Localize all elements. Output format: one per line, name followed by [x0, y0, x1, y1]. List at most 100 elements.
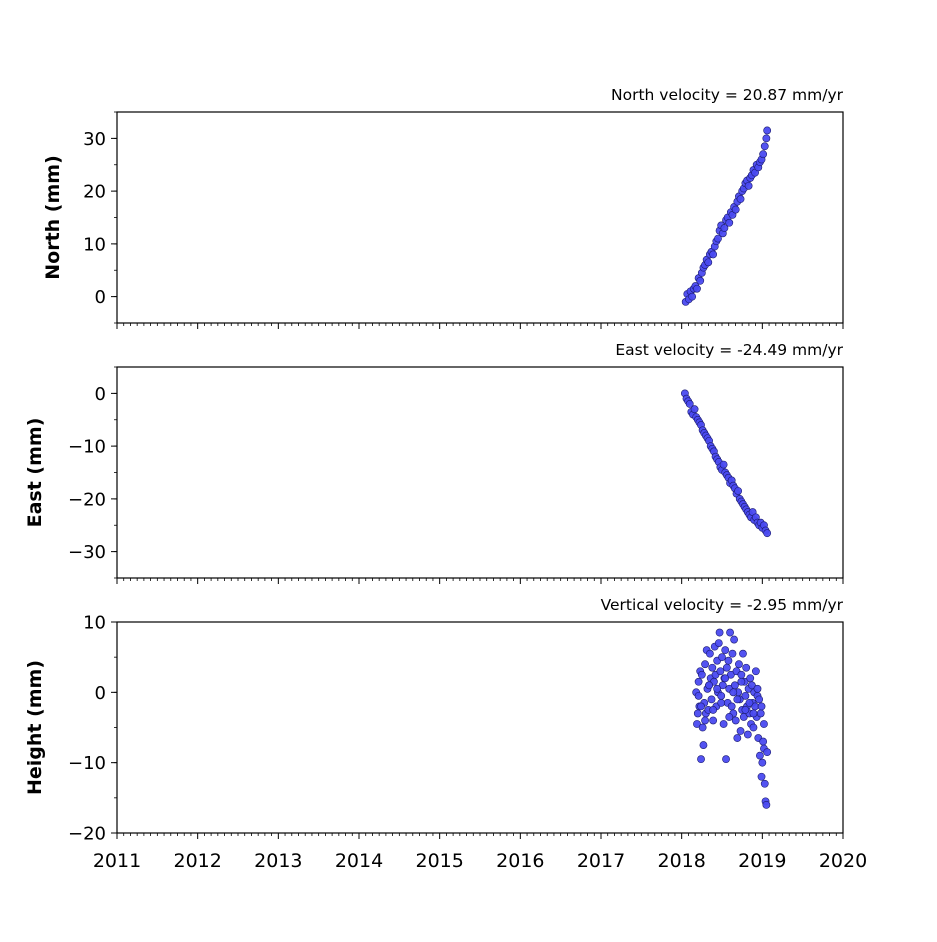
- data-point: [749, 723, 758, 732]
- data-point: [744, 181, 753, 190]
- data-point: [739, 649, 747, 658]
- data-point: [707, 695, 716, 704]
- data-point: [705, 681, 713, 690]
- y-tick-label: 0: [95, 287, 106, 308]
- y-tick-label: −20: [68, 824, 106, 845]
- y-tick-label: 10: [83, 234, 106, 255]
- x-tick-label: 2016: [496, 850, 544, 872]
- x-tick-label: 2020: [819, 850, 867, 872]
- data-point: [698, 723, 707, 732]
- data-point: [701, 660, 709, 669]
- data-point: [737, 670, 746, 679]
- panel-title: Vertical velocity = -2.95 mm/yr: [601, 596, 844, 614]
- data-point: [694, 691, 703, 700]
- data-point: [759, 737, 768, 746]
- panel-title: North velocity = 20.87 mm/yr: [611, 86, 844, 104]
- data-point: [704, 258, 713, 267]
- data-point: [760, 142, 769, 151]
- data-point: [719, 720, 728, 728]
- data-point: [763, 748, 772, 757]
- data-point: [724, 656, 733, 665]
- data-point: [725, 218, 734, 227]
- y-tick-label: −30: [68, 542, 106, 563]
- data-point: [742, 663, 751, 672]
- data-point: [757, 772, 766, 781]
- x-tick-label: 2019: [738, 850, 786, 872]
- data-point: [741, 691, 750, 700]
- data-point: [733, 734, 742, 742]
- data-point: [762, 800, 771, 809]
- data-point: [747, 681, 756, 690]
- data-point: [722, 663, 731, 672]
- data-point: [688, 292, 697, 301]
- data-point: [708, 663, 717, 672]
- y-axis-label: North (mm): [42, 155, 64, 280]
- data-point: [685, 400, 694, 408]
- y-axis-label: East (mm): [24, 418, 46, 528]
- x-tick-label: 2018: [657, 850, 705, 872]
- data-point: [721, 674, 730, 683]
- data-point: [760, 720, 768, 728]
- data-point: [713, 684, 722, 693]
- data-point: [693, 720, 701, 728]
- data-point: [726, 628, 734, 637]
- data-point: [758, 758, 767, 767]
- data-point: [697, 755, 705, 764]
- data-point: [762, 134, 771, 143]
- data-point: [693, 709, 702, 718]
- data-point: [731, 681, 739, 690]
- x-tick-label: 2014: [335, 850, 383, 872]
- data-point: [746, 674, 755, 683]
- data-point: [756, 751, 764, 760]
- data-point: [715, 628, 724, 637]
- data-point: [743, 730, 752, 739]
- data-point: [709, 716, 718, 725]
- x-tick-label: 2017: [577, 850, 625, 872]
- panel-title: East velocity = -24.49 mm/yr: [615, 341, 843, 359]
- data-point: [730, 635, 738, 644]
- data-point: [741, 706, 750, 714]
- data-point: [706, 649, 714, 658]
- data-point: [756, 709, 765, 718]
- data-point: [734, 487, 743, 495]
- data-point: [722, 755, 730, 764]
- data-point: [731, 205, 740, 214]
- data-point: [728, 649, 737, 658]
- data-point: [729, 688, 738, 697]
- data-point: [749, 709, 758, 718]
- data-point: [759, 150, 768, 159]
- data-point: [718, 653, 726, 662]
- y-tick-label: 0: [95, 683, 106, 704]
- data-point: [763, 529, 772, 538]
- data-point: [760, 779, 769, 788]
- data-point: [694, 677, 703, 686]
- x-tick-label: 2012: [173, 850, 221, 872]
- y-tick-label: 20: [83, 182, 106, 203]
- y-tick-label: 0: [95, 384, 106, 405]
- data-point: [755, 695, 764, 704]
- y-tick-label: −20: [68, 489, 106, 510]
- data-point: [736, 195, 745, 203]
- data-point: [751, 667, 760, 676]
- data-point: [721, 646, 730, 655]
- y-axis-label: Height (mm): [24, 660, 46, 795]
- x-tick-label: 2015: [415, 850, 463, 872]
- data-point: [697, 670, 706, 679]
- data-point: [719, 460, 728, 469]
- data-point: [717, 698, 726, 707]
- data-point: [709, 706, 718, 714]
- y-tick-label: 10: [83, 613, 106, 634]
- data-point: [714, 639, 723, 647]
- data-point: [733, 695, 742, 704]
- y-tick-label: 30: [83, 129, 106, 150]
- data-point: [753, 684, 762, 693]
- x-tick-label: 2013: [254, 850, 302, 872]
- axes-frame-2: [116, 366, 844, 579]
- data-point: [716, 667, 725, 676]
- data-point: [720, 224, 729, 232]
- data-point: [709, 250, 718, 259]
- y-tick-label: −10: [68, 753, 106, 774]
- data-point: [717, 691, 726, 700]
- data-point: [699, 741, 708, 749]
- data-point: [726, 670, 735, 679]
